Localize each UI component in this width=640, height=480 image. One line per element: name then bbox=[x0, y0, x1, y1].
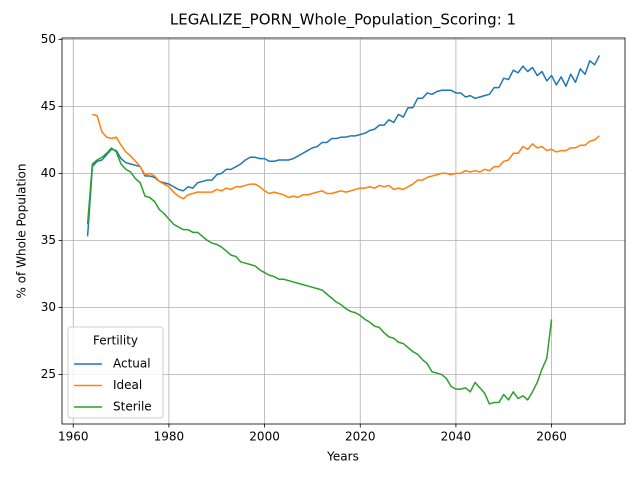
legend-title: Fertility bbox=[93, 334, 138, 348]
x-tick-label: 2040 bbox=[441, 430, 472, 444]
legend: Fertility Actual Ideal Sterile bbox=[67, 326, 164, 419]
legend-label: Ideal bbox=[113, 378, 142, 392]
y-tick-label: 35 bbox=[41, 233, 56, 247]
y-axis-label: % of Whole Population bbox=[15, 164, 29, 299]
y-tick-label: 45 bbox=[41, 99, 56, 113]
y-tick-label: 25 bbox=[41, 367, 56, 381]
x-tick-label: 2060 bbox=[536, 430, 567, 444]
y-tick-label: 50 bbox=[41, 32, 56, 46]
plot-frame bbox=[61, 37, 626, 425]
x-axis-label: Years bbox=[326, 450, 359, 464]
line-series bbox=[86, 147, 553, 405]
x-tick-label: 2000 bbox=[249, 430, 280, 444]
x-tick-label: 1980 bbox=[154, 430, 185, 444]
legend-label: Sterile bbox=[113, 400, 152, 414]
line-series bbox=[92, 113, 600, 200]
y-tick-label: 40 bbox=[41, 166, 56, 180]
legend-label: Actual bbox=[113, 357, 151, 371]
legend-box bbox=[67, 326, 164, 419]
chart-title: LEGALIZE_PORN_Whole_Population_Scoring: … bbox=[170, 11, 516, 30]
x-tick-label: 2020 bbox=[345, 430, 376, 444]
line-series bbox=[86, 55, 601, 237]
x-tick-label: 1960 bbox=[58, 430, 89, 444]
y-tick-label: 30 bbox=[41, 300, 56, 314]
